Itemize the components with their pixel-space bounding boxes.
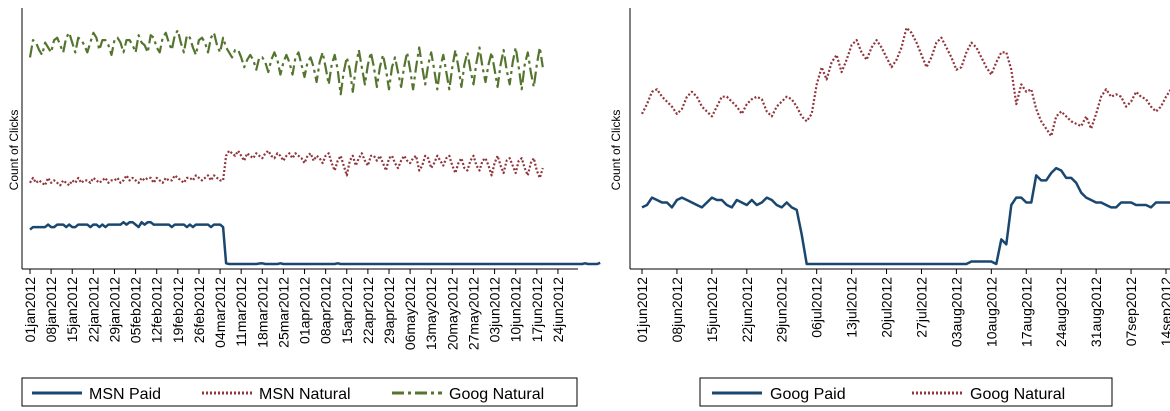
x-tick-label: 27may2012	[465, 277, 481, 350]
legend-label: Goog Paid	[770, 386, 846, 403]
x-tick-label: 29apr2012	[381, 277, 397, 344]
x-tick-label: 03aug2012	[948, 277, 964, 347]
x-tick-label: 22jan2012	[85, 277, 101, 343]
x-tick-label: 15jan2012	[64, 277, 80, 343]
legend-box	[21, 377, 578, 407]
legend-item-msn-natural: MSN Natural	[202, 386, 351, 403]
legend-label: MSN Natural	[259, 386, 351, 403]
x-tick-label: 26feb2012	[191, 277, 207, 343]
x-tick-label: 08jan2012	[43, 277, 59, 343]
series-line-msn-paid	[29, 220, 601, 266]
x-tick-label: 07sep2012	[1123, 277, 1139, 347]
legend-item-msn-paid: MSN Paid	[32, 386, 161, 403]
x-tick-label: 17jun2012	[529, 277, 545, 343]
x-tick-label: 29jan2012	[106, 277, 122, 343]
series-line-goog-paid	[641, 166, 1170, 266]
x-tick-label: 24aug2012	[1053, 277, 1069, 347]
x-tick-label: 06jul2012	[809, 277, 825, 338]
x-tick-label: 15jun2012	[704, 277, 720, 343]
x-tick-label: 18mar2012	[254, 277, 270, 348]
x-tick-label: 06may2012	[402, 277, 418, 350]
plot-area	[28, 29, 601, 266]
legend-box	[699, 377, 1113, 407]
x-tick-label: 13may2012	[423, 277, 439, 350]
x-tick-label: 11mar2012	[233, 277, 249, 347]
x-tick-label: 24jun2012	[550, 277, 566, 343]
x-tick-label: 25mar2012	[275, 277, 291, 348]
chart-panel-2: Count of Clicks 01jun2012 08jun2012 15jun2…	[609, 8, 1170, 407]
x-tick-label: 08apr2012	[318, 277, 334, 344]
legend-label: Goog Natural	[449, 386, 544, 403]
x-tick-label: 20may2012	[444, 277, 460, 350]
x-tick-label: 20jul2012	[879, 277, 895, 338]
x-tick-label: 31aug2012	[1088, 277, 1104, 347]
legend-label: Goog Natural	[970, 386, 1065, 403]
x-tick-label: 13jul2012	[844, 277, 860, 338]
legend: Goog Paid Goog Natural	[699, 377, 1113, 407]
x-tick-label: 04mar2012	[212, 277, 228, 348]
x-tick-label: 01jun2012	[634, 277, 650, 343]
x-tick-label: 05feb2012	[128, 277, 144, 343]
x-axis-ticks: 01jun2012 08jun2012 15jun2012 22jun2012 29ju…	[634, 269, 1170, 347]
legend-item-goog-natural: Goog Natural	[912, 386, 1065, 403]
x-tick-label: 15apr2012	[339, 277, 355, 344]
x-tick-label: 19feb2012	[170, 277, 186, 343]
x-axis-ticks: 01jan2012 08jan2012 15jan2012 22jan2012 29ja…	[22, 269, 566, 350]
x-tick-label: 27jul2012	[913, 277, 929, 338]
legend-item-goog-paid: Goog Paid	[712, 386, 846, 403]
x-tick-label: 14sep2012	[1158, 277, 1170, 347]
series-line-goog-natural	[641, 26, 1170, 138]
x-tick-label: 03jun2012	[487, 277, 503, 343]
x-tick-label: 29jun2012	[774, 277, 790, 343]
chart-panel-1: Count of Clicks 01jan2012 08jan2012 15jan2…	[7, 8, 601, 407]
x-tick-label: 01apr2012	[297, 277, 313, 344]
series-line-msn-natural	[29, 149, 544, 187]
x-tick-label: 08jun2012	[669, 277, 685, 343]
y-axis-label: Count of Clicks	[609, 110, 623, 191]
x-tick-label: 12feb2012	[149, 277, 165, 343]
legend: MSN Paid MSN Natural Goog Natural	[21, 377, 578, 407]
x-tick-label: 22apr2012	[360, 277, 376, 344]
y-axis-label: Count of Clicks	[7, 110, 21, 191]
x-tick-label: 17aug2012	[1018, 277, 1034, 347]
legend-item-goog-natural: Goog Natural	[392, 386, 544, 403]
x-tick-label: 10jun2012	[508, 277, 524, 343]
legend-label: MSN Paid	[89, 386, 161, 403]
x-tick-label: 01jan2012	[22, 277, 38, 343]
x-tick-label: 22jun2012	[739, 277, 755, 343]
series-line-goog-natural	[28, 29, 544, 96]
x-tick-label: 10aug2012	[983, 277, 999, 347]
plot-area	[641, 26, 1170, 266]
